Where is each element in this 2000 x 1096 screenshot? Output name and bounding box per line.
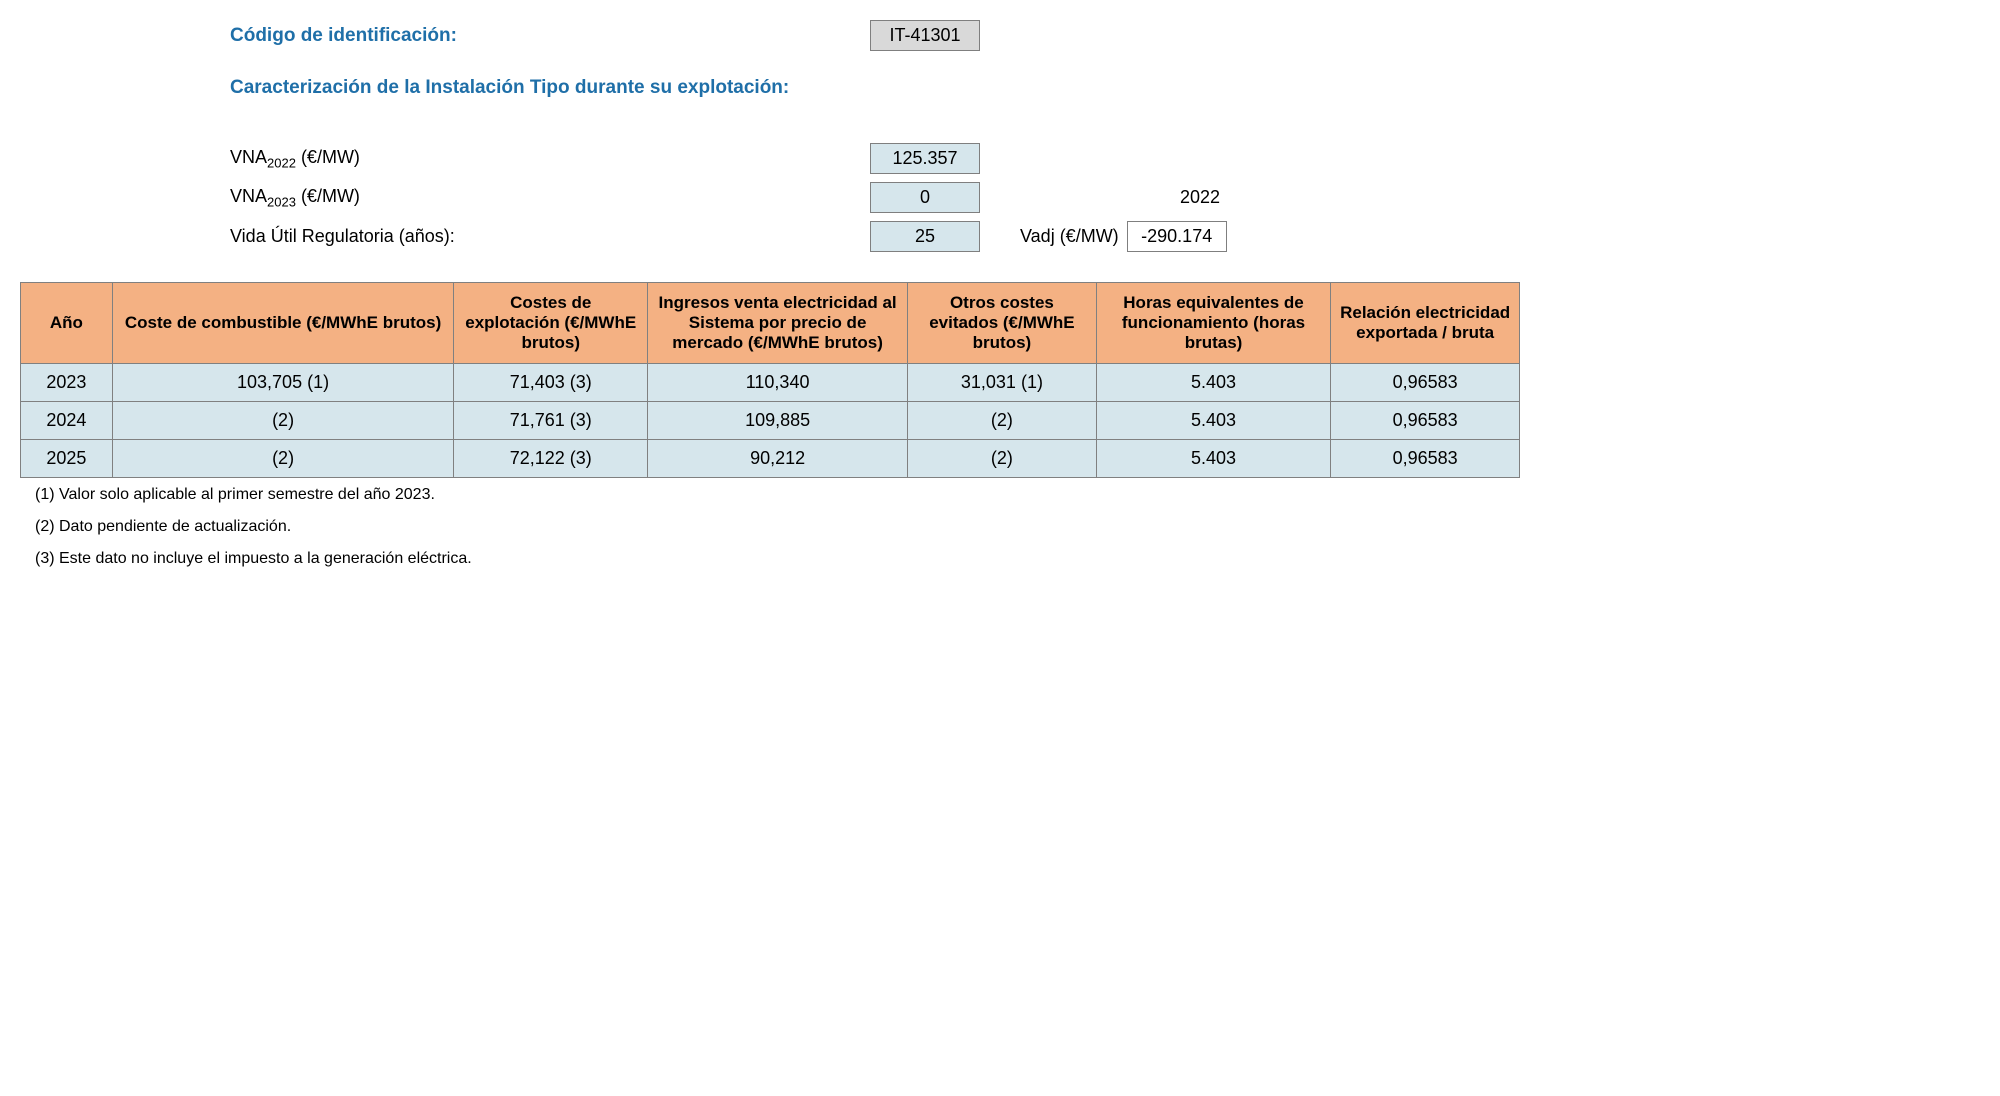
table-cell: (2) [908, 440, 1097, 478]
footnote-2: (2) Dato pendiente de actualización. [35, 518, 1520, 536]
codigo-row: Código de identificación: IT-41301 [230, 20, 1520, 51]
vna2022-value-box: 125.357 [870, 143, 980, 174]
table-cell: 110,340 [648, 364, 908, 402]
vna2023-label: VNA2023 (€/MW) [230, 186, 870, 210]
table-cell: 71,403 (3) [454, 364, 648, 402]
caracterizacion-heading: Caracterización de la Instalación Tipo d… [230, 77, 789, 99]
table-cell: (2) [112, 402, 454, 440]
table-cell: 2024 [21, 402, 113, 440]
vna2023-row: VNA2023 (€/MW) 0 2022 [230, 182, 1520, 213]
vna2022-label: VNA2022 (€/MW) [230, 147, 870, 171]
vadj-value-box: -290.174 [1127, 221, 1227, 252]
footnote-1: (1) Valor solo aplicable al primer semes… [35, 486, 1520, 504]
table-cell: 2025 [21, 440, 113, 478]
table-row: 2025(2)72,122 (3)90,212(2)5.4030,96583 [21, 440, 1520, 478]
table-header-cell: Costes de explotación (€/MWhE brutos) [454, 283, 648, 364]
table-cell: 31,031 (1) [908, 364, 1097, 402]
year-value: 2022 [1180, 187, 1220, 208]
table-row: 2024(2)71,761 (3)109,885(2)5.4030,96583 [21, 402, 1520, 440]
vadj-label: Vadj (€/MW) [1020, 226, 1119, 247]
table-cell: 72,122 (3) [454, 440, 648, 478]
caracterizacion-row: Caracterización de la Instalación Tipo d… [230, 77, 1520, 99]
table-header-cell: Ingresos venta electricidad al Sistema p… [648, 283, 908, 364]
codigo-value-box: IT-41301 [870, 20, 980, 51]
table-cell: (2) [112, 440, 454, 478]
table-row: 2023103,705 (1)71,403 (3)110,34031,031 (… [21, 364, 1520, 402]
vadj-group: Vadj (€/MW) -290.174 [1020, 221, 1227, 252]
table-cell: 90,212 [648, 440, 908, 478]
table-body: 2023103,705 (1)71,403 (3)110,34031,031 (… [21, 364, 1520, 478]
table-header-cell: Horas equivalentes de funcionamiento (ho… [1096, 283, 1331, 364]
vida-util-value-box: 25 [870, 221, 980, 252]
table-header-cell: Año [21, 283, 113, 364]
table-cell: (2) [908, 402, 1097, 440]
document-container: Código de identificación: IT-41301 Carac… [20, 20, 1520, 568]
table-header-row: AñoCoste de combustible (€/MWhE brutos)C… [21, 283, 1520, 364]
header-section: Código de identificación: IT-41301 Carac… [230, 20, 1520, 252]
codigo-label: Código de identificación: [230, 25, 870, 47]
vida-util-label: Vida Útil Regulatoria (años): [230, 226, 870, 247]
table-cell: 0,96583 [1331, 402, 1520, 440]
table-cell: 0,96583 [1331, 364, 1520, 402]
table-cell: 109,885 [648, 402, 908, 440]
table-header-cell: Coste de combustible (€/MWhE brutos) [112, 283, 454, 364]
vida-util-row: Vida Útil Regulatoria (años): 25 Vadj (€… [230, 221, 1520, 252]
table-header-cell: Relación electricidad exportada / bruta [1331, 283, 1520, 364]
footnote-3: (3) Este dato no incluye el impuesto a l… [35, 550, 1520, 568]
footnotes: (1) Valor solo aplicable al primer semes… [35, 486, 1520, 568]
table-cell: 2023 [21, 364, 113, 402]
table-cell: 5.403 [1096, 402, 1331, 440]
table-cell: 0,96583 [1331, 440, 1520, 478]
table-cell: 5.403 [1096, 440, 1331, 478]
table-cell: 71,761 (3) [454, 402, 648, 440]
vna2022-row: VNA2022 (€/MW) 125.357 [230, 143, 1520, 174]
data-table: AñoCoste de combustible (€/MWhE brutos)C… [20, 282, 1520, 478]
table-cell: 5.403 [1096, 364, 1331, 402]
vna2023-value-box: 0 [870, 182, 980, 213]
table-header-cell: Otros costes evitados (€/MWhE brutos) [908, 283, 1097, 364]
table-cell: 103,705 (1) [112, 364, 454, 402]
